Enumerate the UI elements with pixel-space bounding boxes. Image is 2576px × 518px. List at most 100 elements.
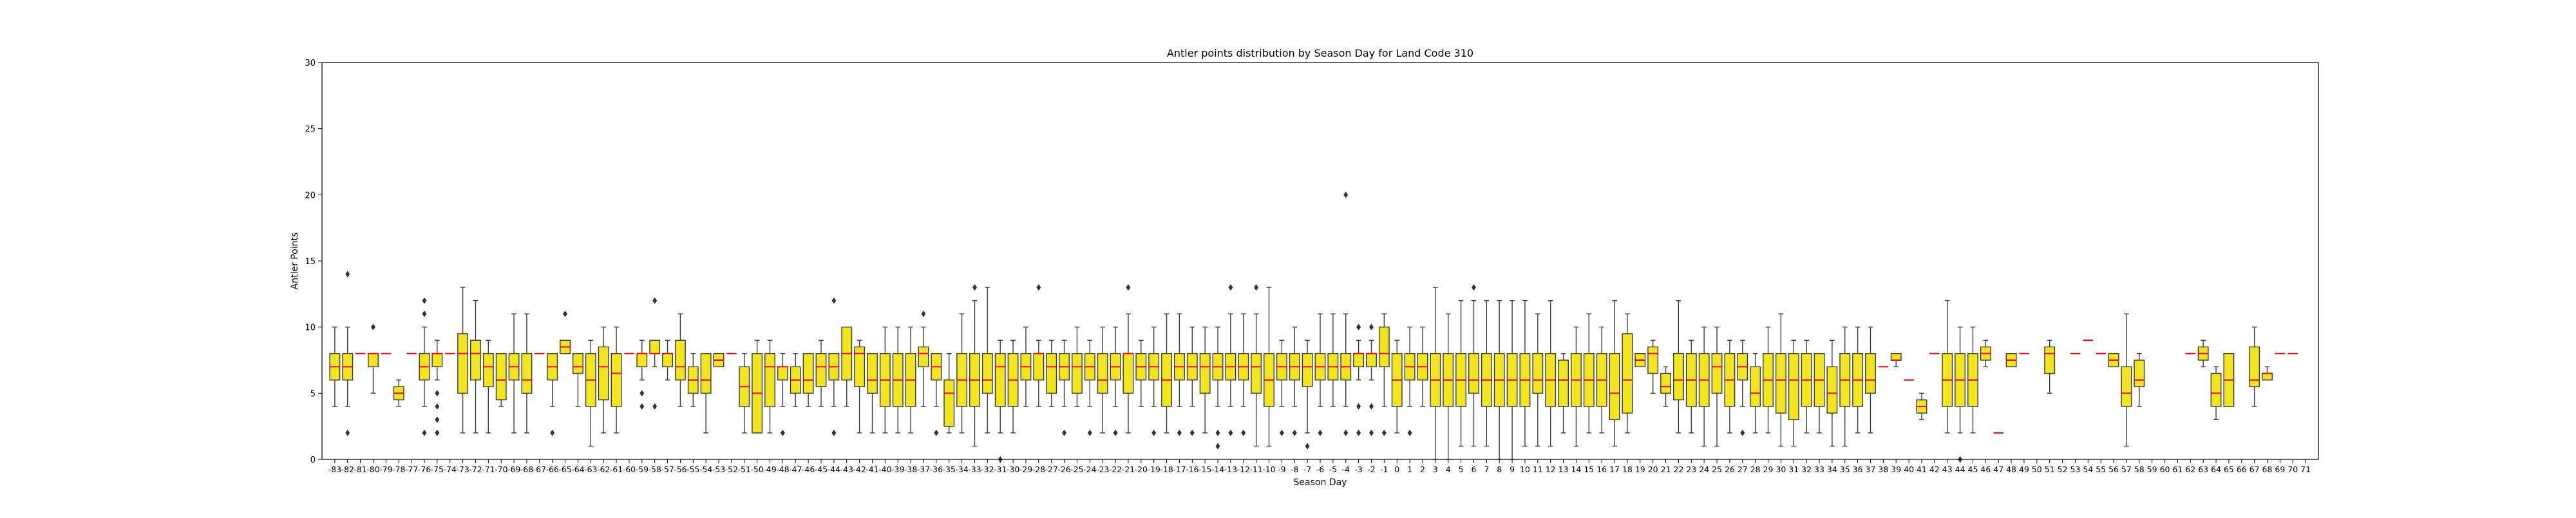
- x-tick-label: 28: [1750, 465, 1761, 474]
- x-tick-label: -73: [456, 465, 469, 474]
- x-tick-label: -22: [1109, 465, 1122, 474]
- flier-point: [831, 297, 837, 304]
- x-tick-label: 33: [1814, 465, 1824, 474]
- x-tick-label: -58: [648, 465, 661, 474]
- x-tick-label: 49: [2019, 465, 2029, 474]
- box: [2134, 360, 2145, 387]
- flier-point: [1368, 323, 1374, 331]
- x-tick-label: -76: [418, 465, 431, 474]
- box: [764, 353, 775, 407]
- x-tick-label: 35: [1840, 465, 1850, 474]
- y-tick-label: 15: [305, 257, 316, 267]
- box: [1468, 353, 1479, 394]
- x-tick-label: 24: [1699, 465, 1709, 474]
- x-tick-label: -9: [1278, 465, 1286, 474]
- x-tick-label: -6: [1316, 465, 1325, 474]
- flier-point: [1279, 429, 1284, 436]
- x-tick-label: -78: [392, 465, 405, 474]
- x-tick-label: 60: [2160, 465, 2170, 474]
- x-tick-label: 50: [2032, 465, 2042, 474]
- box: [1122, 353, 1134, 394]
- box: [867, 353, 878, 394]
- box: [636, 353, 648, 367]
- flier-point: [1356, 429, 1361, 436]
- flier-point: [1740, 429, 1745, 436]
- x-axis-label: Season Day: [1294, 477, 1347, 488]
- x-tick-label: 12: [1546, 465, 1556, 474]
- x-tick-label: 23: [1686, 465, 1696, 474]
- x-tick-label: 66: [2237, 465, 2247, 474]
- x-tick-label: 5: [1459, 465, 1464, 474]
- box: [854, 346, 866, 387]
- flier-point: [1241, 429, 1246, 436]
- flier-point: [1471, 284, 1476, 291]
- x-tick-label: 13: [1558, 465, 1569, 474]
- flier-point: [1228, 284, 1233, 291]
- x-tick-label: -13: [1224, 465, 1237, 474]
- flier-point: [1036, 284, 1041, 291]
- x-tick-label: 18: [1622, 465, 1633, 474]
- box: [1672, 353, 1684, 401]
- box: [1071, 353, 1083, 394]
- x-tick-label: 0: [1394, 465, 1399, 474]
- x-tick-label: 53: [2070, 465, 2080, 474]
- x-tick-label: -80: [366, 465, 379, 474]
- x-tick-label: 64: [2211, 465, 2221, 474]
- box: [368, 353, 379, 367]
- flier-point: [563, 311, 568, 318]
- flier-point: [1177, 429, 1182, 436]
- box: [1046, 353, 1057, 394]
- x-tick-label: 30: [1776, 465, 1786, 474]
- x-tick-label: 4: [1446, 465, 1451, 474]
- flier-point: [831, 429, 837, 436]
- flier-point: [1113, 429, 1118, 436]
- x-tick-label: -28: [1032, 465, 1045, 474]
- box: [2044, 346, 2056, 374]
- x-tick-label: -29: [1019, 465, 1032, 474]
- x-tick-label: -33: [968, 465, 981, 474]
- box: [943, 379, 955, 427]
- flier-point: [780, 429, 785, 436]
- x-tick-label: -69: [507, 465, 520, 474]
- x-tick-label: -40: [878, 465, 891, 474]
- x-tick-label: -26: [1057, 465, 1070, 474]
- x-tick-label: -49: [763, 465, 776, 474]
- x-tick-label: -32: [981, 465, 994, 474]
- x-tick-label: 7: [1484, 465, 1489, 474]
- x-tick-label: 6: [1471, 465, 1476, 474]
- x-tick-label: 19: [1635, 465, 1645, 474]
- flier-point: [1254, 284, 1259, 291]
- x-tick-label: -11: [1249, 465, 1262, 474]
- box: [2262, 372, 2273, 381]
- box: [495, 353, 507, 401]
- y-tick-label: 25: [305, 125, 316, 135]
- box: [1750, 366, 1761, 407]
- y-axis-label: Antler Points: [290, 233, 300, 290]
- x-tick-label: -68: [520, 465, 533, 474]
- flier-point: [1356, 323, 1361, 331]
- flier-point: [652, 403, 658, 410]
- x-tick-label: 11: [1533, 465, 1543, 474]
- x-tick-label: -77: [405, 465, 418, 474]
- x-tick-label: 3: [1433, 465, 1438, 474]
- x-tick-label: -74: [444, 465, 457, 474]
- x-tick-label: 26: [1725, 465, 1735, 474]
- x-tick-label: -35: [943, 465, 956, 474]
- flier-point: [435, 390, 440, 397]
- flier-point: [345, 271, 350, 278]
- x-tick-label: -38: [904, 465, 917, 474]
- box: [1711, 353, 1723, 394]
- x-tick-label: -71: [482, 465, 495, 474]
- x-tick-label: -1: [1380, 465, 1388, 474]
- flier-point: [1126, 284, 1131, 291]
- x-tick-label: -70: [495, 465, 507, 474]
- x-tick-label: -50: [750, 465, 763, 474]
- x-tick-label: 37: [1866, 465, 1876, 474]
- x-tick-label: -60: [623, 465, 636, 474]
- x-tick-label: -23: [1096, 465, 1109, 474]
- x-tick-label: 38: [1878, 465, 1888, 474]
- x-tick-label: 47: [1993, 465, 2003, 474]
- box: [1378, 326, 1390, 367]
- box: [1890, 353, 1902, 361]
